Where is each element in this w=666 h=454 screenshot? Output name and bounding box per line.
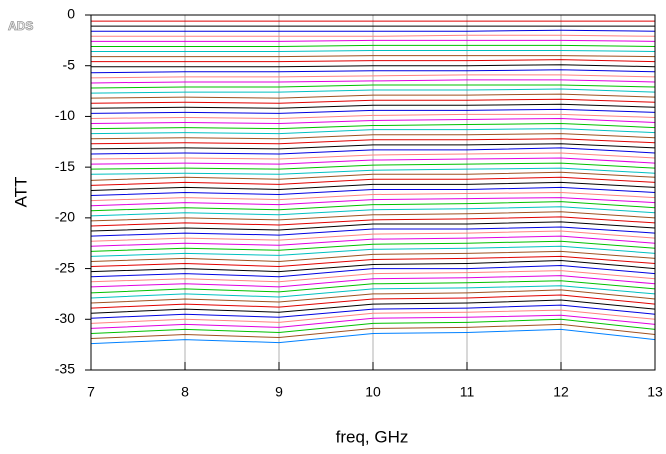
data-line [90,197,656,207]
data-line [90,221,656,232]
y-tick-label: -20 [55,209,75,225]
x-tick-label: 13 [647,384,663,400]
x-tick-label: 8 [181,384,189,400]
data-line [90,250,656,262]
data-line [90,108,656,114]
x-tick-label: 7 [87,384,95,400]
x-tick-label: 9 [275,384,283,400]
data-line [90,314,656,329]
data-line [90,259,656,273]
data-line [90,171,656,181]
data-line [90,289,656,304]
data-line [90,84,656,89]
x-tick-label: 11 [460,384,475,400]
x-axis-label: freq, GHz [336,427,409,446]
data-line [91,55,656,58]
data-line [90,181,656,191]
data-line [90,240,656,252]
data-line [90,265,656,278]
x-tick-label: 10 [365,384,381,400]
y-tick-label: -30 [55,310,75,326]
data-line [90,235,656,247]
data-line [91,59,656,63]
data-line [90,318,656,334]
data-line [90,216,656,227]
data-line [90,152,656,160]
y-tick-label: -5 [63,56,76,72]
data-line [90,103,656,109]
data-line [90,113,656,119]
plot-frame [90,14,656,371]
data-line [90,255,656,268]
data-line [90,191,656,202]
data-line [90,128,656,135]
data-line [91,44,656,47]
data-line [90,88,656,94]
data-line [90,280,656,294]
plot-lines [90,20,656,345]
data-line [90,201,656,212]
data-line [90,69,656,74]
axes: 7 8 9 10 11 12 13 -35 -30 -25 -20 -15 -10 -5 0 [55,6,663,400]
data-line [90,98,656,104]
data-line [90,226,656,237]
data-line [90,117,656,125]
data-line [90,270,656,283]
data-line [90,328,656,345]
data-line [90,275,656,288]
data-line [90,304,656,319]
data-line [91,29,656,32]
y-tick-label: -25 [55,259,75,275]
data-line [90,74,656,79]
data-line [91,39,656,42]
y-tick-label: 0 [67,6,75,22]
data-line [90,186,656,197]
data-line [90,143,656,150]
data-line [90,211,656,222]
data-line [90,162,656,170]
data-line [90,323,656,340]
y-tick-label: -15 [55,158,75,174]
data-line [90,133,656,140]
data-line [90,123,656,130]
data-line [90,299,656,314]
data-line [91,50,656,53]
y-tick-label: -35 [55,361,75,377]
data-line [90,167,656,175]
data-line [90,79,656,84]
y-axis-label: ATT [11,177,30,208]
data-line [90,147,656,155]
data-line [91,64,656,68]
logo: ADS [8,19,33,33]
data-line [91,34,656,37]
data-line [90,157,656,165]
data-line [90,206,656,217]
data-line [90,309,656,324]
y-tick-label: -10 [55,107,75,123]
data-line [90,285,656,299]
data-line [90,294,656,309]
data-line [90,93,656,99]
data-line [90,176,656,186]
data-line [90,138,656,145]
data-line [90,230,656,242]
x-tick-label: 12 [553,384,569,400]
data-line [90,245,656,257]
